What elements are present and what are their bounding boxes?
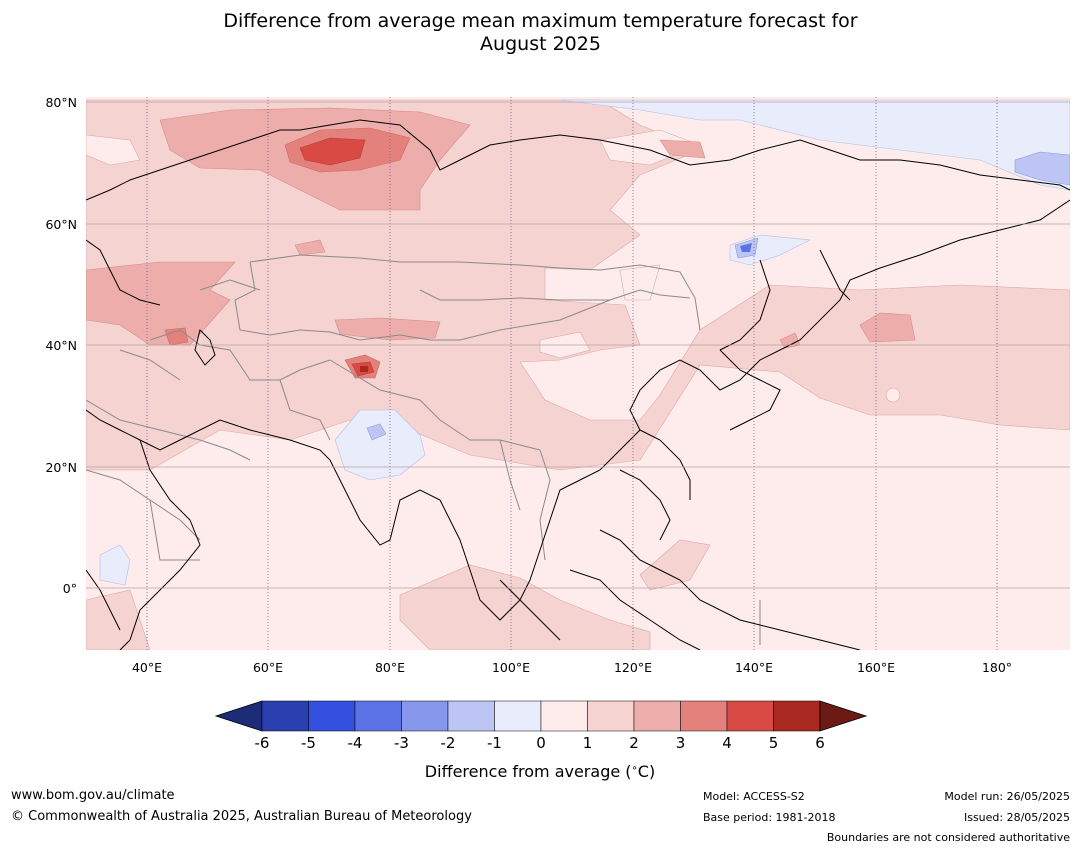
colorbar-tick-label: -5 — [301, 734, 316, 752]
footer-disclaimer: Boundaries are not considered authoritat… — [826, 831, 1070, 844]
colorbar-tick-label: 0 — [536, 734, 546, 752]
colorbar-swatch — [540, 700, 588, 732]
colorbar-tick-label: 3 — [676, 734, 686, 752]
longitude-gridlines — [146, 97, 998, 650]
anomaly-5-to-6-region — [360, 366, 368, 372]
latitude-gridlines — [86, 101, 1070, 589]
colorbar-swatch — [680, 700, 728, 732]
colorbar-extend-low — [214, 700, 263, 732]
colorbar-tick-label: 1 — [583, 734, 593, 752]
colorbar-tick-label: -1 — [487, 734, 502, 752]
colorbar-swatch — [354, 700, 402, 732]
footer-base-period: Base period: 1981-2018 — [703, 811, 836, 824]
map-panel — [86, 97, 1070, 650]
title-line-2: August 2025 — [480, 33, 601, 55]
footer-model-run: Model run: 26/05/2025 — [944, 790, 1070, 803]
colorbar-swatch — [726, 700, 774, 732]
footer-issued: Issued: 28/05/2025 — [963, 811, 1070, 824]
lon-label-120e: 120°E — [614, 660, 652, 675]
footer-website[interactable]: www.bom.gov.au/climate — [11, 788, 175, 803]
colorbar-tick-label: -4 — [348, 734, 363, 752]
coastlines — [86, 119, 1070, 650]
colorbar — [214, 700, 868, 732]
colorbar-tick-label: -3 — [394, 734, 409, 752]
colorbar-swatch — [261, 700, 309, 732]
colorbar-tick-label: -6 — [255, 734, 270, 752]
title-line-1: Difference from average mean maximum tem… — [223, 10, 858, 32]
country-borders — [86, 254, 761, 645]
footer-model: Model: ACCESS-S2 — [703, 790, 805, 803]
lat-label-60n: 60°N — [45, 217, 77, 232]
lon-label-160e: 160°E — [857, 660, 895, 675]
colorbar-tick-label: 5 — [769, 734, 779, 752]
colorbar-swatch — [587, 700, 635, 732]
lon-label-140e: 140°E — [735, 660, 773, 675]
colorbar-swatch — [773, 700, 821, 732]
colorbar-tick-label: 2 — [629, 734, 639, 752]
lon-label-100e: 100°E — [492, 660, 530, 675]
longitude-labels: 40°E 60°E 80°E 100°E 120°E 140°E 160°E 1… — [132, 660, 1012, 675]
anomaly-neg-3-to-neg-2-region — [740, 243, 752, 252]
lon-label-180: 180° — [982, 660, 1012, 675]
lon-label-60e: 60°E — [253, 660, 283, 675]
lon-label-40e: 40°E — [132, 660, 162, 675]
lat-label-20n: 20°N — [45, 460, 77, 475]
colorbar-title: Difference from average (∘C) — [425, 762, 655, 781]
colorbar-swatch — [633, 700, 681, 732]
colorbar-extend-high — [819, 700, 868, 732]
colorbar-title-text: Difference from average ( — [425, 762, 632, 781]
colorbar-tick-label: 6 — [815, 734, 825, 752]
colorbar-swatch — [308, 700, 356, 732]
colorbar-swatch — [447, 700, 495, 732]
lat-label-80n: 80°N — [45, 95, 77, 110]
lat-label-40n: 40°N — [45, 338, 77, 353]
colorbar-tick-label: 4 — [722, 734, 732, 752]
colorbar-title-unit: C) — [638, 762, 655, 781]
footer-copyright: © Commonwealth of Australia 2025, Austra… — [11, 809, 472, 824]
colorbar-title-degree: ∘ — [632, 763, 638, 774]
lat-label-0: 0° — [63, 581, 77, 596]
latitude-labels: 80°N 60°N 40°N 20°N 0° — [45, 95, 77, 596]
map-title: Difference from average mean maximum tem… — [0, 10, 1081, 56]
colorbar-swatch — [401, 700, 449, 732]
lon-label-80e: 80°E — [375, 660, 405, 675]
colorbar-tick-labels: -6 -5 -4 -3 -2 -1 0 1 2 3 4 5 6 — [255, 734, 825, 752]
colorbar-tick-label: -2 — [441, 734, 456, 752]
colorbar-swatch — [494, 700, 542, 732]
